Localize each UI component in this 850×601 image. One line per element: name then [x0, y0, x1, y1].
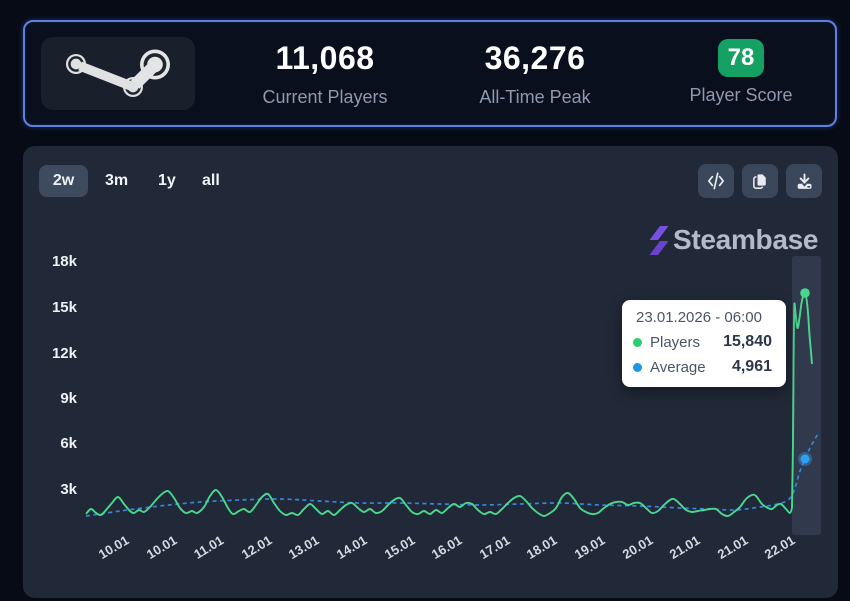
svg-text:13.01: 13.01 [286, 532, 322, 562]
svg-text:21.01: 21.01 [667, 532, 703, 562]
svg-text:15.01: 15.01 [382, 532, 418, 562]
svg-text:22.01: 22.01 [762, 532, 798, 562]
svg-text:3k: 3k [60, 481, 77, 498]
svg-text:18k: 18k [52, 253, 78, 270]
svg-text:21.01: 21.01 [715, 532, 751, 562]
svg-text:16.01: 16.01 [429, 532, 465, 562]
svg-text:17.01: 17.01 [477, 532, 513, 562]
svg-text:11.01: 11.01 [191, 533, 226, 562]
svg-text:9k: 9k [60, 390, 77, 407]
svg-text:14.01: 14.01 [334, 532, 370, 562]
svg-text:10.01: 10.01 [144, 532, 180, 562]
svg-text:18.01: 18.01 [524, 532, 560, 562]
svg-text:12k: 12k [52, 345, 78, 362]
svg-text:20.01: 20.01 [620, 532, 656, 562]
svg-text:19.01: 19.01 [572, 532, 608, 562]
svg-text:12.01: 12.01 [239, 532, 275, 562]
svg-text:10.01: 10.01 [96, 532, 132, 562]
svg-text:6k: 6k [60, 435, 77, 452]
svg-text:15k: 15k [52, 299, 78, 316]
